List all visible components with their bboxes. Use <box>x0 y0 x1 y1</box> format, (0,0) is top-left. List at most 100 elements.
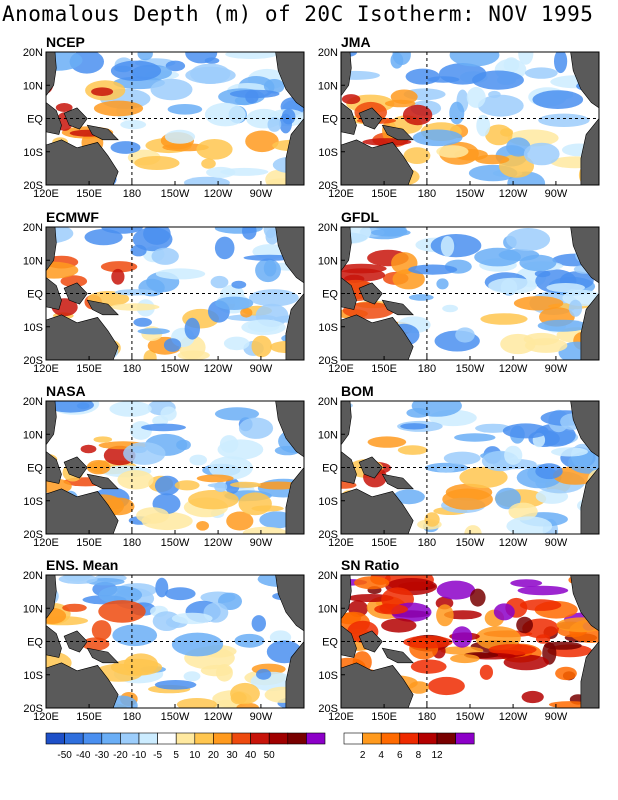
colorbar-label: -10 <box>132 750 147 761</box>
panel-gfdl: 120E 150E 180 150W 120W 90W 20N 10N EQ 10S 20S GFDL <box>318 209 600 375</box>
y-tick-label: 20S <box>23 355 43 367</box>
land-mass <box>341 488 414 534</box>
x-tick-label: 150E <box>371 537 397 549</box>
land-mass <box>285 641 304 708</box>
y-tick-label: EQ <box>27 637 43 649</box>
colorbar-label: 50 <box>264 750 276 761</box>
x-tick-label: 120W <box>499 537 528 549</box>
colorbar-label: -30 <box>95 750 110 761</box>
land-mass <box>86 473 119 490</box>
land-mass <box>46 139 119 185</box>
land-mass <box>381 647 414 664</box>
x-tick-label: 120E <box>328 711 354 723</box>
y-tick-label: 10S <box>23 496 43 508</box>
x-tick-label: 150W <box>456 537 485 549</box>
x-tick-label: 120E <box>328 537 354 549</box>
x-tick-label: 90W <box>545 363 568 375</box>
panel-jma: 120E 150E 180 150W 120W 90W 20N 10N EQ 10S 20S JMA <box>318 34 600 200</box>
land-mass <box>580 293 599 360</box>
panel-bom: 120E 150E 180 150W 120W 90W 20N 10N EQ 10S 20S BOM <box>318 383 600 549</box>
x-tick-label: 180 <box>123 363 141 375</box>
x-tick-label: 90W <box>250 363 273 375</box>
colorbar-label: -40 <box>76 750 91 761</box>
x-tick-label: 150W <box>161 537 190 549</box>
x-tick-label: 120E <box>33 363 59 375</box>
x-tick-label: 120W <box>204 188 233 200</box>
y-tick-label: 20S <box>23 703 43 715</box>
y-tick-label: 20N <box>23 47 43 59</box>
colorbar-swatch <box>343 732 363 745</box>
x-tick-label: 120W <box>499 363 528 375</box>
colorbar-label: 5 <box>173 750 179 761</box>
land-mass <box>580 118 599 185</box>
land-mass <box>358 456 383 479</box>
y-tick-label: 20S <box>318 355 338 367</box>
colorbar-label: -50 <box>57 750 72 761</box>
x-tick-label: 180 <box>418 711 436 723</box>
y-tick-label: 10N <box>23 255 43 267</box>
x-tick-label: 90W <box>250 537 273 549</box>
y-tick-label: 20N <box>23 570 43 582</box>
land-mass <box>570 401 599 458</box>
y-tick-label: 20S <box>318 703 338 715</box>
x-tick-label: 150W <box>456 188 485 200</box>
y-tick-label: 10N <box>23 80 43 92</box>
colorbar-label: 40 <box>245 750 257 761</box>
x-tick-label: 120E <box>328 363 354 375</box>
panel-ens-mean: 120E 150E 180 150W 120W 90W 20N 10N EQ 10S 20S ENS.… <box>23 557 305 723</box>
panel-nasa: 120E 150E 180 150W 120W 90W 20N 10N EQ 10S 20S NASA <box>23 383 305 549</box>
x-tick-label: 180 <box>123 711 141 723</box>
colorbar-swatch <box>250 732 270 745</box>
land-mass <box>358 107 383 130</box>
panel-ecmwf: 120E 150E 180 150W 120W 90W 20N 10N EQ 10S 20S ECMW… <box>23 209 305 375</box>
anomaly-colorbar-swatches: -50 -40 -30 -20 -10 -5 5 10 20 30 40 50 <box>45 732 326 761</box>
y-tick-label: 10N <box>318 429 338 441</box>
x-tick-label: 90W <box>545 537 568 549</box>
panel-label: NASA <box>46 383 86 399</box>
panel-label: BOM <box>341 383 374 399</box>
y-tick-label: 20N <box>23 222 43 234</box>
colorbar-swatch <box>175 732 196 745</box>
x-tick-label: 90W <box>250 188 273 200</box>
land-mass <box>570 227 599 284</box>
land-mass <box>341 139 414 185</box>
x-tick-label: 180 <box>123 537 141 549</box>
panel-label: GFDL <box>341 209 380 225</box>
land-mass <box>86 647 119 664</box>
x-tick-label: 150E <box>371 188 397 200</box>
x-tick-label: 180 <box>418 188 436 200</box>
y-tick-label: EQ <box>27 463 43 475</box>
colorbar-label: 6 <box>397 750 403 761</box>
panel-sn-ratio: 120E 150E 180 150W 120W 90W 20N 10N EQ 10S 20S SN R… <box>318 557 600 723</box>
colorbar-swatch <box>101 732 121 745</box>
y-tick-label: 10N <box>318 603 338 615</box>
y-tick-label: EQ <box>27 114 43 126</box>
colorbar-swatch <box>399 732 419 745</box>
y-tick-label: EQ <box>27 289 43 301</box>
land-mass <box>285 293 304 360</box>
x-tick-label: 120W <box>499 188 528 200</box>
land-mass <box>63 630 88 653</box>
x-tick-label: 150W <box>161 188 190 200</box>
sn-ratio-colorbar: 2 4 6 8 12 <box>343 732 475 761</box>
land-mass <box>63 282 88 305</box>
colorbar-swatch <box>138 732 158 745</box>
colorbar-swatch <box>231 732 251 745</box>
colorbar-swatch <box>455 732 475 745</box>
land-mass <box>358 282 383 305</box>
x-tick-label: 150E <box>371 711 397 723</box>
x-tick-label: 150W <box>456 363 485 375</box>
x-tick-label: 90W <box>250 711 273 723</box>
y-tick-label: 20N <box>318 396 338 408</box>
land-mass <box>86 299 119 316</box>
panel-label: JMA <box>341 34 371 50</box>
x-tick-label: 150W <box>456 711 485 723</box>
land-mass <box>285 467 304 534</box>
colorbar-label: -20 <box>113 750 128 761</box>
x-tick-label: 150E <box>76 537 102 549</box>
y-tick-label: EQ <box>322 637 338 649</box>
y-tick-label: 10N <box>318 80 338 92</box>
x-tick-label: 150W <box>161 363 190 375</box>
land-mass <box>580 467 599 534</box>
land-mass <box>381 124 414 141</box>
